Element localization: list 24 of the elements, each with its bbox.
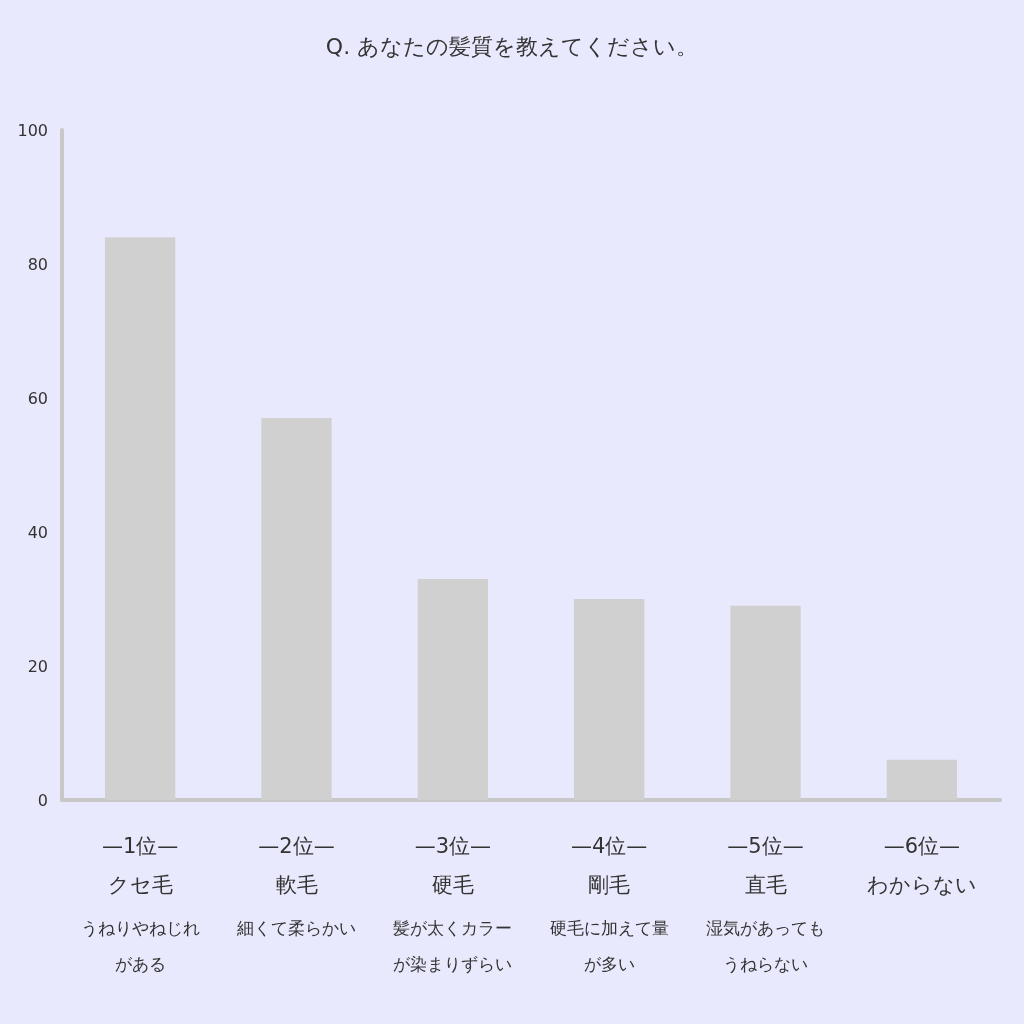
text: —1位— — [101, 834, 179, 858]
x-tick-label: 硬毛 — [431, 872, 474, 897]
text: 湿気があってもうねらない — [706, 918, 825, 974]
text: 硬毛に加えて量が多い — [549, 918, 669, 974]
x-tick-label: わからない — [866, 872, 977, 897]
x-tick-label: 直毛 — [744, 872, 787, 897]
text: うねりやねじれがある — [80, 918, 200, 974]
y-tick-label: 0 — [37, 790, 48, 810]
text: —4位— — [570, 834, 648, 858]
y-tick-label: 80 — [27, 254, 48, 274]
y-tick-label: 100 — [17, 120, 48, 140]
x-tick-label: 剛毛 — [588, 872, 631, 897]
x-tick-label: 軟毛 — [275, 872, 318, 897]
chart-title: Q. あなたの髪質を教えてください。 — [325, 33, 699, 59]
x-tick-label: クセ毛 — [107, 872, 173, 897]
text: —5位— — [727, 834, 804, 858]
text: 髪が太くカラーが染まりずらい — [393, 918, 513, 974]
text: —6位— — [883, 834, 961, 858]
y-tick-label: 40 — [27, 522, 48, 542]
text: —3位— — [414, 834, 492, 858]
y-tick-label: 60 — [27, 388, 48, 408]
text: —2位— — [258, 834, 335, 858]
text: 細くて柔らかい — [236, 918, 356, 938]
y-tick-label: 20 — [27, 656, 48, 676]
